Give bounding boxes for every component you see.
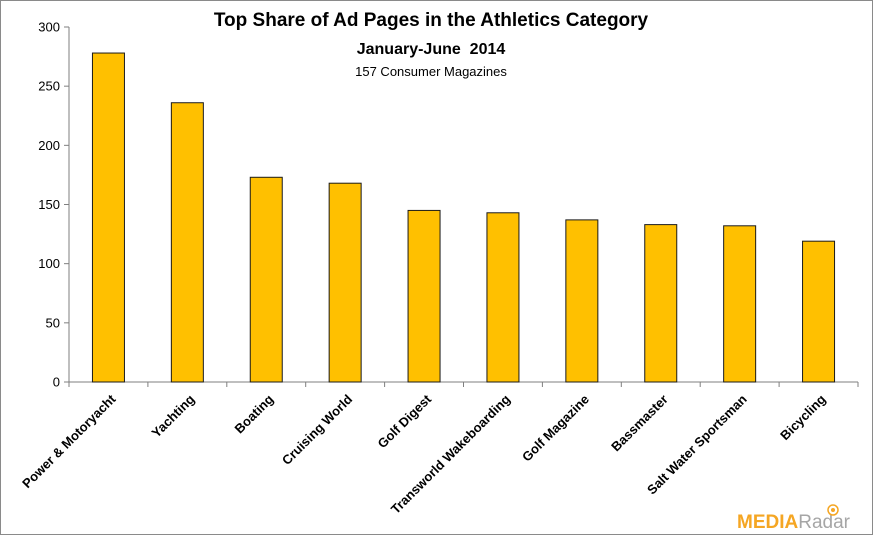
bar [486,212,520,383]
y-tick-label: 50 [46,315,60,330]
y-tick-label: 150 [38,197,60,212]
x-tick-label: Bicycling [777,391,829,443]
logo-media-text: MEDIA [737,512,799,533]
x-tick-label: Bassmaster [608,392,671,455]
chart-subtitle: January-June 2014 [357,41,506,58]
logo-radar-text: Radar [798,512,850,533]
y-tick-label: 250 [38,79,60,94]
x-tick-label: Cruising World [279,391,355,467]
svg-text:MEDIARadar: MEDIARadar [737,512,851,533]
x-tick-label: Golf Magazine [519,392,592,465]
bar [328,182,362,383]
bar [91,52,125,383]
bar [802,240,836,383]
x-tick-label: Golf Digest [375,391,435,451]
x-tick-label: Boating [232,391,277,436]
y-tick-labels: 0 50 100 150 200 250 300 [38,20,60,390]
y-tick-label: 0 [53,375,60,390]
bar [170,102,204,383]
chart-title: Top Share of Ad Pages in the Athletics C… [214,10,649,31]
x-tick-label: Yachting [149,391,198,440]
bar [565,219,599,383]
y-tick-label: 200 [38,138,60,153]
bar [407,209,441,383]
mediaradar-logo: MEDIARadar [737,504,851,533]
bars [91,52,836,383]
x-tick-label: Power & Motoryacht [19,391,119,491]
bar [249,176,283,383]
bar [723,225,757,383]
chart-note: 157 Consumer Magazines [355,64,507,79]
y-tick-label: 300 [38,20,60,35]
y-tick-label: 100 [38,256,60,271]
x-tick-labels: Power & Motoryacht Yachting Boating Cruisin… [19,391,829,517]
bar [644,224,678,383]
radar-icon [827,504,839,516]
